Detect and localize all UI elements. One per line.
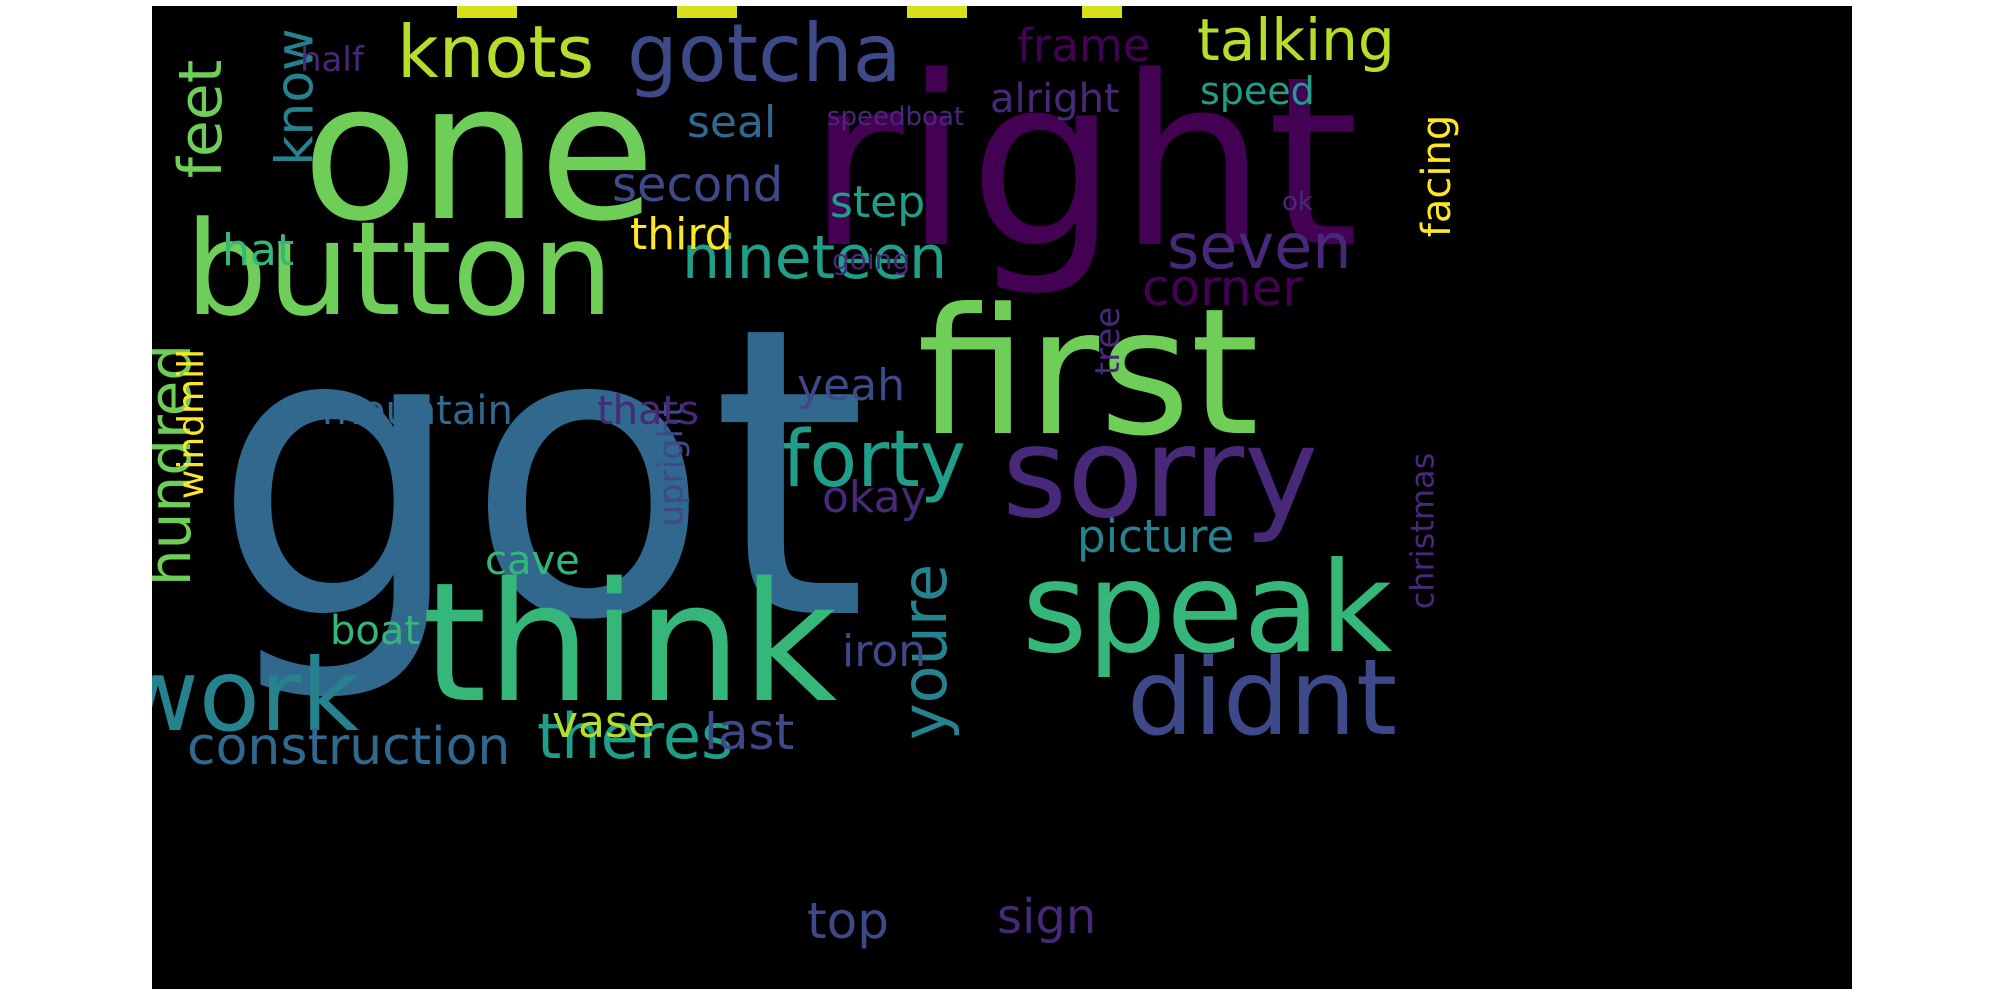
word-ok: ok xyxy=(1282,187,1313,217)
word-work: work xyxy=(152,637,359,754)
word-half: half xyxy=(300,40,364,80)
word-alright: alright xyxy=(990,76,1120,122)
word-speed: speed xyxy=(1200,69,1315,113)
word-vase: vase xyxy=(552,697,655,748)
word-think: think xyxy=(422,547,838,739)
word-feet: feet xyxy=(166,59,237,179)
word-forty: forty xyxy=(782,415,966,505)
word-got: got xyxy=(212,243,868,708)
word-second: second xyxy=(612,157,784,213)
word-frame: frame xyxy=(1017,19,1151,72)
word-talking: talking xyxy=(1197,6,1395,74)
word-christmas: christmas xyxy=(1403,452,1442,610)
word-tree: tree xyxy=(1088,306,1129,376)
word-gotcha: gotcha xyxy=(627,7,902,100)
word-facing: facing xyxy=(1414,114,1461,238)
word-nineteen: nineteen xyxy=(682,223,948,293)
word-theres: theres xyxy=(537,700,734,773)
word-hat: hat xyxy=(222,225,295,276)
cut-off-word-fragment xyxy=(457,6,517,18)
word-didnt: didnt xyxy=(1127,637,1398,759)
word-seven: seven xyxy=(1167,210,1352,283)
word-mountain: mountain xyxy=(322,388,513,434)
word-corner: corner xyxy=(1142,259,1303,317)
word-first: first xyxy=(917,272,1259,475)
word-cave: cave xyxy=(485,538,580,584)
word-sorry: sorry xyxy=(1002,401,1319,546)
word-thats: thats xyxy=(597,388,700,434)
word-iron: iron xyxy=(842,626,927,677)
word-one: one xyxy=(302,42,656,263)
word-top: top xyxy=(807,892,889,950)
word-picture: picture xyxy=(1077,510,1235,563)
word-windmill: windmill xyxy=(171,348,213,500)
word-okay: okay xyxy=(822,472,927,523)
word-boat: boat xyxy=(330,608,421,654)
word-third: third xyxy=(630,209,733,260)
word-yeah: yeah xyxy=(797,360,905,411)
cut-off-word-fragment xyxy=(907,6,967,18)
word-construction: construction xyxy=(187,717,511,777)
word-cloud: got right one first think button sorry s… xyxy=(152,6,1852,989)
word-right: right xyxy=(807,27,1360,300)
word-last: last xyxy=(704,703,795,761)
word-knots: knots xyxy=(397,10,595,94)
cut-off-word-fragment xyxy=(677,6,737,18)
word-speedboat: speedboat xyxy=(827,102,965,132)
word-seal: seal xyxy=(687,97,777,148)
cut-off-word-fragment xyxy=(1082,6,1122,18)
word-step: step xyxy=(830,177,926,228)
word-going: going xyxy=(832,243,911,276)
word-sign: sign xyxy=(997,889,1097,945)
word-speak: speak xyxy=(1022,536,1393,681)
word-button: button xyxy=(185,193,614,345)
